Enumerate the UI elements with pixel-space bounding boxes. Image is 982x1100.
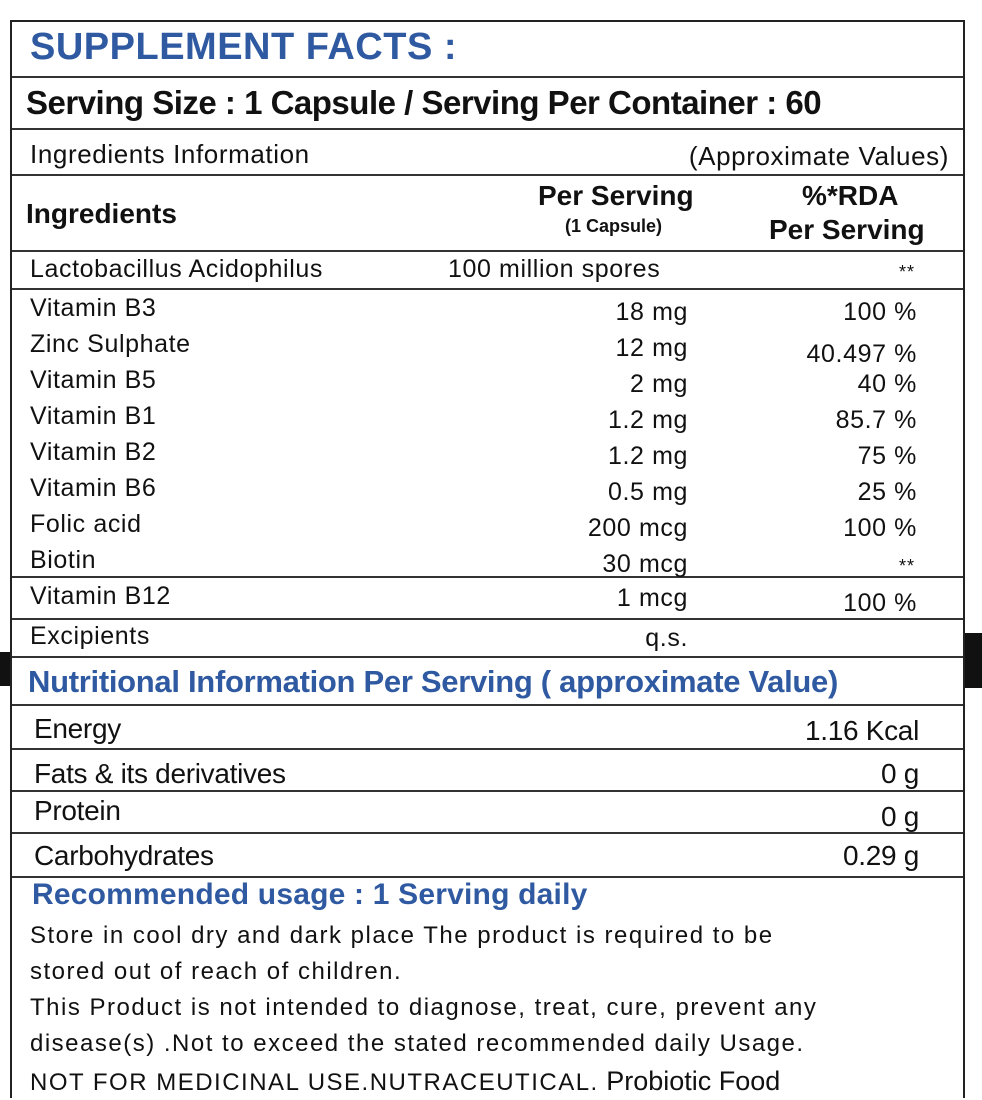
header-per-serving-sub: (1 Capsule) xyxy=(565,216,663,236)
ingredient-name: Lactobacillus Acidophilus xyxy=(30,255,323,283)
ingredient-name: Vitamin B6 xyxy=(30,474,157,502)
title-row: SUPPLEMENT FACTS : xyxy=(12,22,963,78)
classification-line: NOT FOR MEDICINAL USE.NUTRACEUTICAL. Pro… xyxy=(30,1066,780,1097)
serving-row: Serving Size : 1 Capsule / Serving Per C… xyxy=(12,78,963,130)
info-left: Ingredients Information xyxy=(30,139,310,169)
ingredient-amount: q.s. xyxy=(645,624,688,652)
table-row: Vitamin B6 0.5 mg 25 % xyxy=(12,470,963,506)
ingredient-amount: 30 mcg xyxy=(602,550,688,578)
ingredient-rda: 100 % xyxy=(843,514,917,542)
probiotic-food-text: Probiotic Food xyxy=(598,1066,781,1096)
nutrient-value: 0 g xyxy=(880,758,919,789)
header-ingredients: Ingredients xyxy=(26,198,177,229)
nutrition-title: Nutritional Information Per Serving ( ap… xyxy=(28,664,839,699)
ingredient-name: Vitamin B5 xyxy=(30,366,157,394)
nutrient-name: Protein xyxy=(34,795,121,826)
storage-note-line2: stored out of reach of children. xyxy=(30,958,403,985)
ingredient-name: Vitamin B1 xyxy=(30,402,157,430)
ingredient-amount: 1.2 mg xyxy=(607,406,688,434)
classification-text: NOT FOR MEDICINAL USE.NUTRACEUTICAL. xyxy=(30,1069,599,1096)
nutrient-name: Carbohydrates xyxy=(34,840,214,871)
ingredient-amount: 0.5 mg xyxy=(607,478,688,506)
nutrition-row: Protein 0 g xyxy=(12,792,963,834)
ingredient-name: Excipients xyxy=(30,622,150,650)
nutrient-value: 1.16 Kcal xyxy=(804,715,919,746)
table-row: Vitamin B1 1.2 mg 85.7 % xyxy=(12,398,963,434)
nutrient-value: 0.29 g xyxy=(842,840,919,871)
ingredient-amount: 200 mcg xyxy=(587,514,688,542)
ingredient-amount: 2 mg xyxy=(630,370,688,398)
right-tab-mark xyxy=(963,633,982,688)
nutrition-row: Carbohydrates 0.29 g xyxy=(12,834,963,878)
ingredient-rda: 40 % xyxy=(857,370,917,398)
nutrition-row: Energy 1.16 Kcal xyxy=(12,706,963,750)
table-row: Lactobacillus Acidophilus 100 million sp… xyxy=(12,252,963,290)
ingredient-rda: 40.497 % xyxy=(806,340,917,368)
serving-size-text: Serving Size : 1 Capsule / Serving Per C… xyxy=(26,84,822,121)
nutrient-value: 0 g xyxy=(880,801,919,832)
ingredient-amount: 1.2 mg xyxy=(607,442,688,470)
disclaimer-line2: disease(s) .Not to exceed the stated rec… xyxy=(30,1030,805,1057)
table-row: Vitamin B5 2 mg 40 % xyxy=(12,362,963,398)
ingredient-name: Folic acid xyxy=(30,510,142,538)
ingredient-amount: 18 mg xyxy=(615,298,688,326)
header-rda-line1: %*RDA xyxy=(802,180,899,211)
header-per-serving: Per Serving xyxy=(538,180,694,211)
ingredient-rda: 100 % xyxy=(843,589,917,617)
ingredient-rda: 75 % xyxy=(857,442,917,470)
ingredient-amount: 12 mg xyxy=(615,334,688,362)
storage-note-line1: Store in cool dry and dark place The pro… xyxy=(30,922,774,949)
header-rda-line2: Per Serving xyxy=(769,214,925,245)
ingredient-name: Biotin xyxy=(30,546,97,574)
table-row: Zinc Sulphate 12 mg 40.497 % xyxy=(12,326,963,368)
nutrient-name: Fats & its derivatives xyxy=(34,758,286,789)
ingredient-rda: 100 % xyxy=(843,298,917,326)
nutrition-title-row: Nutritional Information Per Serving ( ap… xyxy=(12,658,963,706)
table-row: Biotin 30 mcg ** xyxy=(12,542,963,578)
ingredient-name: Zinc Sulphate xyxy=(30,330,191,358)
info-right: (Approximate Values) xyxy=(688,141,949,171)
supplement-facts-panel: SUPPLEMENT FACTS : Serving Size : 1 Caps… xyxy=(10,20,965,1098)
recommended-usage: Recommended usage : 1 Serving daily xyxy=(32,878,588,911)
recommended-section: Recommended usage : 1 Serving daily Stor… xyxy=(12,878,963,1100)
table-row: Excipients q.s. xyxy=(12,620,963,658)
ingredient-rda: ** xyxy=(898,262,915,282)
table-row: Vitamin B2 1.2 mg 75 % xyxy=(12,434,963,470)
ingredient-name: Vitamin B12 xyxy=(30,582,171,610)
left-tab-mark xyxy=(0,652,10,686)
table-row: Folic acid 200 mcg 100 % xyxy=(12,506,963,542)
table-row: Vitamin B12 1 mcg 100 % xyxy=(12,578,963,620)
panel-title: SUPPLEMENT FACTS : xyxy=(30,26,458,68)
nutrition-row: Fats & its derivatives 0 g xyxy=(12,750,963,792)
table-row: Vitamin B3 18 mg 100 % xyxy=(12,290,963,326)
table-header: Ingredients Per Serving (1 Capsule) %*RD… xyxy=(12,176,963,252)
ingredient-rda: 85.7 % xyxy=(835,406,917,434)
ingredient-rda: ** xyxy=(898,556,915,576)
ingredient-rda: 25 % xyxy=(857,478,917,506)
ingredient-amount: 100 million spores xyxy=(448,255,661,283)
disclaimer-line1: This Product is not intended to diagnose… xyxy=(30,994,818,1021)
info-row: Ingredients Information (Approximate Val… xyxy=(12,130,963,176)
ingredient-name: Vitamin B2 xyxy=(30,438,157,466)
ingredient-name: Vitamin B3 xyxy=(30,294,157,322)
nutrient-name: Energy xyxy=(34,713,121,744)
ingredient-amount: 1 mcg xyxy=(616,584,688,612)
